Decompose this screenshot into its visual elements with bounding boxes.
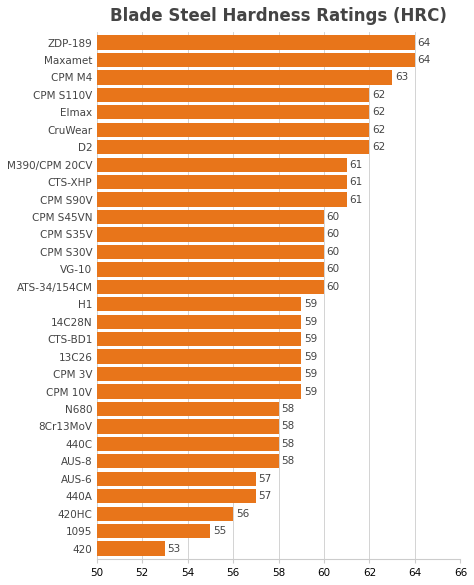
Bar — [97, 53, 415, 67]
Text: 60: 60 — [327, 264, 340, 274]
Text: 59: 59 — [304, 352, 317, 362]
Bar — [97, 349, 301, 364]
Bar — [97, 507, 233, 521]
Text: 57: 57 — [258, 491, 272, 501]
Bar — [97, 297, 301, 311]
Bar — [97, 472, 256, 486]
Title: Blade Steel Hardness Ratings (HRC): Blade Steel Hardness Ratings (HRC) — [110, 7, 447, 25]
Text: 64: 64 — [418, 37, 431, 47]
Text: 58: 58 — [281, 421, 294, 431]
Text: 60: 60 — [327, 282, 340, 292]
Bar — [97, 332, 301, 346]
Text: 59: 59 — [304, 387, 317, 397]
Text: 62: 62 — [372, 125, 385, 135]
Bar — [97, 123, 369, 137]
Text: 59: 59 — [304, 316, 317, 326]
Bar — [97, 245, 324, 259]
Bar — [97, 437, 279, 451]
Bar — [97, 315, 301, 329]
Text: 56: 56 — [236, 509, 249, 519]
Text: 62: 62 — [372, 90, 385, 100]
Bar — [97, 280, 324, 294]
Text: 63: 63 — [395, 73, 408, 82]
Bar — [97, 157, 347, 172]
Text: 64: 64 — [418, 55, 431, 65]
Text: 59: 59 — [304, 300, 317, 309]
Text: 62: 62 — [372, 142, 385, 152]
Text: 60: 60 — [327, 247, 340, 257]
Bar — [97, 228, 324, 242]
Bar — [97, 541, 165, 556]
Text: 55: 55 — [213, 526, 226, 536]
Bar — [97, 192, 347, 207]
Bar — [97, 524, 210, 538]
Bar — [97, 384, 301, 398]
Bar — [97, 262, 324, 277]
Bar — [97, 419, 279, 433]
Bar — [97, 489, 256, 503]
Text: 60: 60 — [327, 229, 340, 239]
Text: 58: 58 — [281, 439, 294, 449]
Bar — [97, 454, 279, 469]
Text: 53: 53 — [167, 543, 181, 553]
Text: 61: 61 — [349, 177, 363, 187]
Bar — [97, 105, 369, 119]
Text: 58: 58 — [281, 456, 294, 466]
Bar — [97, 175, 347, 190]
Text: 60: 60 — [327, 212, 340, 222]
Bar — [97, 210, 324, 224]
Text: 57: 57 — [258, 474, 272, 484]
Text: 61: 61 — [349, 160, 363, 170]
Text: 58: 58 — [281, 404, 294, 414]
Text: 59: 59 — [304, 334, 317, 344]
Bar — [97, 140, 369, 154]
Bar — [97, 367, 301, 381]
Bar — [97, 70, 392, 85]
Bar — [97, 35, 415, 50]
Text: 62: 62 — [372, 107, 385, 118]
Bar — [97, 402, 279, 416]
Text: 59: 59 — [304, 369, 317, 379]
Bar — [97, 88, 369, 102]
Text: 61: 61 — [349, 195, 363, 205]
